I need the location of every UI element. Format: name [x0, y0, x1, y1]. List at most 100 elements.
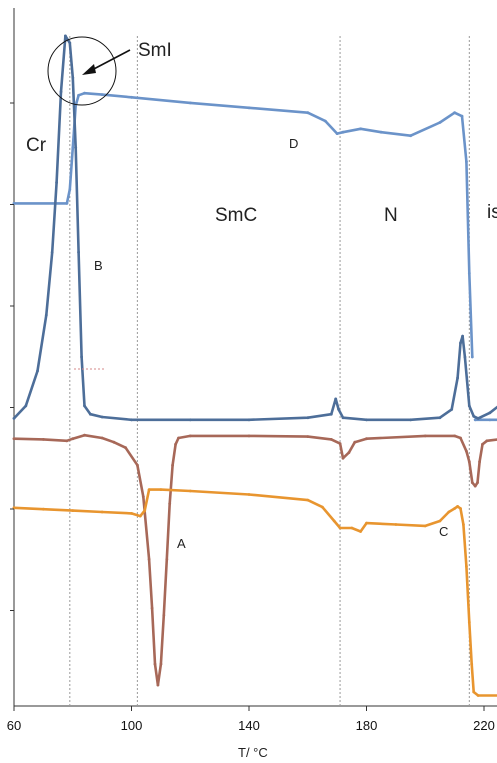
- series-2-point: [77, 250, 80, 254]
- series-4-point: [467, 620, 471, 624]
- series-3-point: [136, 463, 139, 467]
- series-0-point: [335, 132, 339, 136]
- series-0-point: [68, 188, 72, 191]
- series-0-point: [77, 93, 80, 97]
- series-layer: [12, 34, 497, 697]
- series-2-point: [459, 341, 462, 345]
- smi-circle: [47, 36, 117, 106]
- series-0-point: [130, 95, 133, 99]
- series-3-point: [365, 437, 368, 441]
- series-2-point: [12, 417, 16, 420]
- series-4-point: [453, 507, 456, 510]
- series-0-point: [324, 119, 327, 123]
- series-0-point: [453, 111, 456, 115]
- series-0-point: [465, 160, 468, 164]
- series-4-point: [321, 505, 324, 509]
- series-2-point: [188, 418, 192, 422]
- series-4-point: [71, 509, 75, 512]
- series-4-point: [100, 510, 104, 514]
- series-2-point: [461, 334, 464, 338]
- series-3-point: [481, 442, 484, 446]
- tick-layer: 60 100 140 180 220: [7, 102, 495, 733]
- label-n: N: [384, 205, 398, 226]
- series-3-point: [478, 460, 481, 464]
- series-2-point: [55, 181, 58, 184]
- series-3-point: [156, 683, 160, 687]
- series-2-point: [488, 411, 492, 415]
- series-3-point: [71, 437, 75, 441]
- series-2-point: [306, 416, 310, 420]
- series-3-point: [165, 558, 169, 561]
- smi-arrowhead: [82, 64, 96, 75]
- series-4-point: [338, 526, 342, 530]
- series-3-point: [162, 613, 166, 617]
- series-0-point: [467, 271, 471, 275]
- series-3-point: [147, 558, 151, 561]
- series-4-point: [247, 493, 251, 496]
- series-4-point: [462, 523, 465, 526]
- series-4-point: [423, 524, 427, 528]
- label-b: B: [94, 258, 103, 273]
- series-3-point: [112, 440, 116, 444]
- series-3-point: [341, 456, 345, 460]
- series-3-point: [338, 442, 342, 445]
- label-is: is: [487, 202, 497, 223]
- series-3-point: [473, 484, 477, 488]
- series-3-point: [485, 439, 489, 443]
- x-axis-label: T/ °C: [238, 745, 268, 760]
- series-4-point: [472, 690, 476, 694]
- series-4-point: [306, 498, 310, 502]
- series-3-point: [100, 436, 104, 440]
- series-line-3: [12, 433, 497, 687]
- series-3-point: [168, 502, 172, 505]
- series-4-point: [470, 662, 474, 666]
- series-3-point: [423, 434, 427, 438]
- series-2-point: [456, 376, 459, 380]
- series-2-point: [438, 416, 442, 420]
- label-c: C: [439, 524, 448, 539]
- x-tick-label: 60: [7, 718, 21, 733]
- label-d: D: [289, 136, 298, 151]
- label-a: A: [177, 536, 186, 551]
- series-0-point: [100, 93, 104, 96]
- series-0-point: [341, 130, 345, 134]
- series-0-point: [438, 121, 442, 124]
- series-2-point: [59, 90, 63, 94]
- series-2-point: [24, 404, 28, 408]
- series-3-point: [467, 460, 471, 464]
- series-3-point: [159, 662, 163, 666]
- series-0-point: [359, 127, 362, 131]
- series-3-point: [42, 438, 45, 441]
- series-2-point: [64, 34, 67, 38]
- series-3-point: [174, 442, 178, 446]
- smi-callout: [47, 36, 131, 106]
- series-3-point: [153, 662, 157, 666]
- series-2-point: [329, 412, 333, 416]
- series-3-point: [124, 446, 127, 450]
- series-3-point: [459, 436, 462, 440]
- series-2-point: [100, 415, 104, 419]
- series-3-point: [12, 437, 16, 441]
- series-2-point: [467, 404, 471, 408]
- series-1-point: [488, 418, 492, 422]
- series-4-point: [130, 512, 133, 515]
- series-3-point: [306, 435, 310, 438]
- series-0-point: [65, 202, 69, 205]
- series-2-point: [89, 412, 92, 416]
- series-2-point: [450, 408, 454, 411]
- series-4-point: [350, 526, 354, 530]
- series-4-point: [42, 507, 45, 511]
- label-smc: SmC: [215, 205, 257, 226]
- series-4-point: [143, 509, 147, 512]
- series-2-point: [74, 146, 78, 150]
- series-2-point: [80, 355, 83, 359]
- series-4-point: [456, 505, 459, 508]
- series-0-point: [188, 101, 192, 105]
- series-3-point: [65, 439, 69, 443]
- series-0-point: [83, 91, 86, 95]
- series-3-point: [453, 434, 456, 438]
- series-3-point: [353, 440, 357, 444]
- x-tick-label: 100: [121, 718, 143, 733]
- smi-arrow: [89, 49, 131, 72]
- series-4-point: [465, 565, 468, 568]
